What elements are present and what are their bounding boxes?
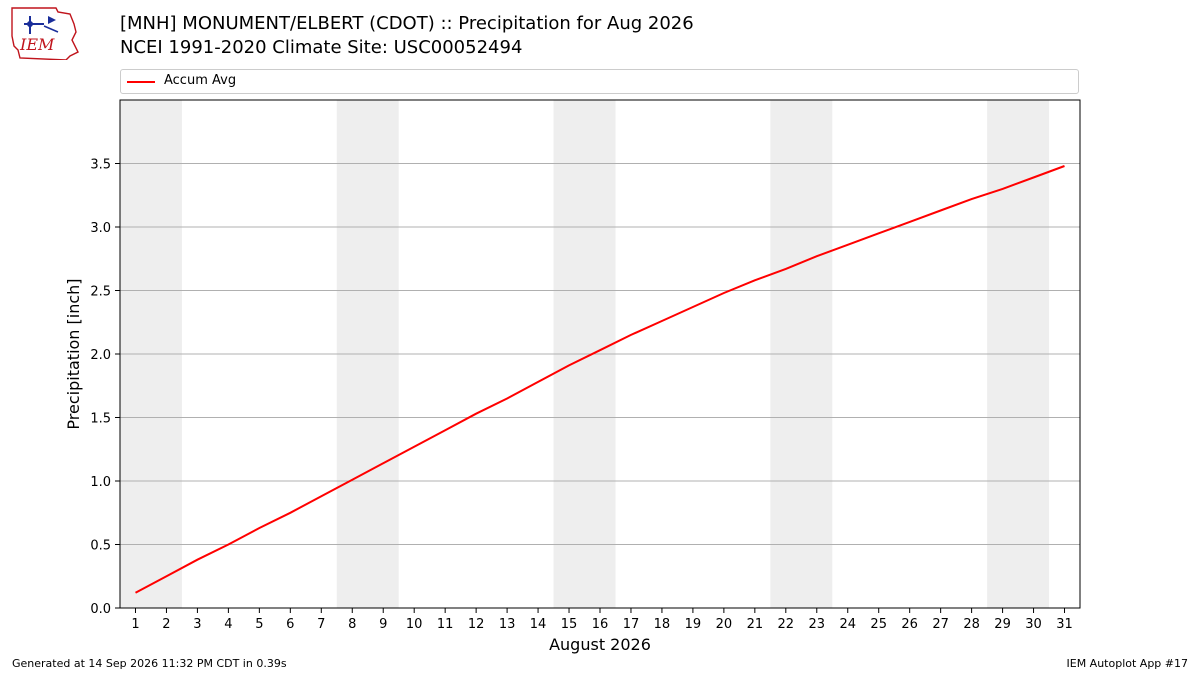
legend-label-accum-avg: Accum Avg xyxy=(164,73,237,88)
x-tick-label-17: 18 xyxy=(654,617,671,632)
x-tick-label-8: 9 xyxy=(379,617,387,632)
x-tick-label-11: 12 xyxy=(468,617,485,632)
x-tick-label-24: 25 xyxy=(870,617,887,632)
x-tick-label-3: 4 xyxy=(224,617,232,632)
chart-legend: Accum Avg xyxy=(120,69,1079,94)
x-tick-label-4: 5 xyxy=(255,617,263,632)
footer-app: IEM Autoplot App #17 xyxy=(1066,657,1189,670)
x-tick-label-19: 20 xyxy=(716,617,733,632)
x-tick-label-29: 30 xyxy=(1025,617,1042,632)
x-tick-label-10: 11 xyxy=(437,617,454,632)
x-tick-label-18: 19 xyxy=(685,617,702,632)
x-tick-label-12: 13 xyxy=(499,617,516,632)
footer-generated: Generated at 14 Sep 2026 11:32 PM CDT in… xyxy=(12,657,287,670)
x-tick-label-0: 1 xyxy=(131,617,139,632)
y-tick-label-5: 2.5 xyxy=(90,285,111,300)
x-tick-label-5: 6 xyxy=(286,617,294,632)
x-tick-label-16: 17 xyxy=(623,617,640,632)
x-axis: 1 2 3 4 5 6 7 8 9 10 11 12 13 14 15 16 17 18 19 20 21 22 23 24 2… xyxy=(131,608,1073,632)
logo-text: IEM xyxy=(19,35,55,54)
y-tick-label-2: 1.0 xyxy=(90,475,111,490)
series-line-0 xyxy=(135,165,1065,594)
chart-title: [MNH] MONUMENT/ELBERT (CDOT) :: Precipit… xyxy=(120,13,694,34)
y-axis-label: Precipitation [inch] xyxy=(64,278,83,429)
series-lines xyxy=(135,165,1065,594)
x-tick-label-21: 22 xyxy=(778,617,795,632)
chart-subtitle: NCEI 1991-2020 Climate Site: USC00052494 xyxy=(120,37,523,58)
legend-swatch-accum-avg xyxy=(127,81,155,83)
y-tick-label-1: 0.5 xyxy=(90,539,111,554)
x-tick-label-26: 27 xyxy=(932,617,949,632)
x-tick-label-22: 23 xyxy=(809,617,826,632)
iem-logo: IEM xyxy=(11,7,79,60)
x-tick-label-9: 10 xyxy=(406,617,423,632)
x-tick-label-7: 8 xyxy=(348,617,356,632)
x-tick-label-20: 21 xyxy=(747,617,764,632)
y-tick-label-0: 0.0 xyxy=(90,602,111,617)
x-tick-label-30: 31 xyxy=(1056,617,1073,632)
x-tick-label-25: 26 xyxy=(901,617,918,632)
y-tick-label-3: 1.5 xyxy=(90,412,111,427)
y-tick-label-6: 3.0 xyxy=(90,221,111,236)
x-tick-label-13: 14 xyxy=(530,617,547,632)
x-axis-label: August 2026 xyxy=(549,635,651,654)
x-tick-label-2: 3 xyxy=(193,617,201,632)
y-tick-label-4: 2.0 xyxy=(90,348,111,363)
x-tick-label-27: 28 xyxy=(963,617,980,632)
x-tick-label-23: 24 xyxy=(839,617,856,632)
x-tick-label-1: 2 xyxy=(162,617,170,632)
x-tick-label-15: 16 xyxy=(592,617,609,632)
y-tick-label-7: 3.5 xyxy=(90,158,111,173)
x-tick-label-6: 7 xyxy=(317,617,325,632)
y-axis: 0.0 0.5 1.0 1.5 2.0 2.5 3.0 3.5 xyxy=(90,158,120,617)
grid-lines xyxy=(120,163,1080,545)
x-tick-label-28: 29 xyxy=(994,617,1011,632)
x-tick-label-14: 15 xyxy=(561,617,578,632)
